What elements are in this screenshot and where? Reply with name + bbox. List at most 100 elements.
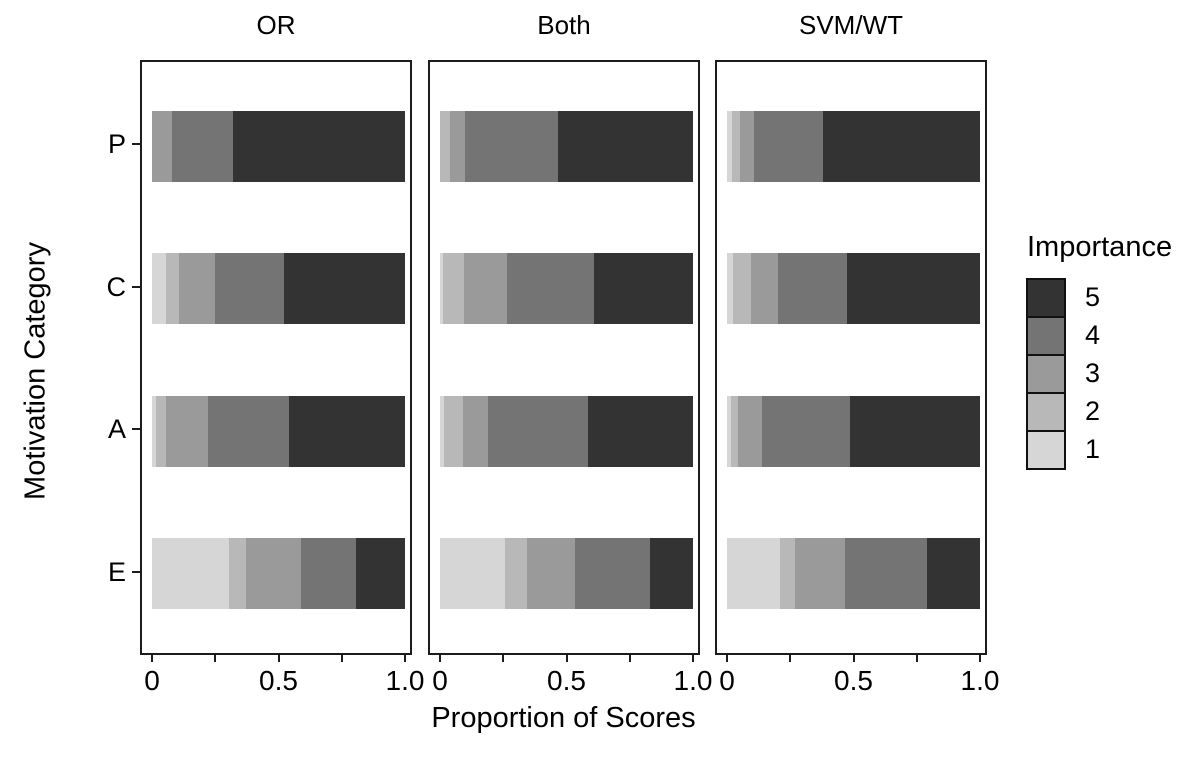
bar-row-p — [152, 75, 405, 218]
segment-importance-2 — [504, 538, 528, 610]
segment-importance-2 — [442, 253, 465, 325]
stacked-bar-a — [152, 395, 405, 467]
bar-row-a — [152, 360, 405, 503]
legend-keys — [1026, 278, 1066, 470]
stacked-bar-p — [152, 110, 405, 182]
x-axis-tick — [565, 653, 568, 662]
segment-importance-3 — [152, 110, 173, 182]
x-axis-tick — [214, 653, 217, 662]
x-axis-tick-label: 0.5 — [834, 665, 873, 696]
segment-importance-1 — [152, 538, 230, 610]
segment-importance-5 — [649, 538, 693, 610]
x-axis-tick-label: 1.0 — [385, 665, 425, 696]
bar-row-c — [152, 218, 405, 361]
y-axis-tick — [132, 143, 140, 146]
segment-importance-2 — [730, 395, 739, 467]
x-axis-tick — [726, 653, 728, 662]
segment-importance-1 — [152, 395, 156, 467]
segment-importance-2 — [155, 395, 166, 467]
x-axis-title: Proportion of Scores — [431, 702, 696, 734]
segment-importance-2 — [443, 395, 463, 467]
x-axis-tick — [628, 653, 631, 662]
legend-key-1 — [1026, 430, 1066, 470]
legend-label-3: 3 — [1085, 358, 1101, 388]
segment-importance-5 — [288, 395, 405, 467]
bar-row-e — [727, 503, 980, 646]
x-axis-tick — [404, 653, 406, 662]
y-axis-tick — [132, 285, 140, 288]
stacked-bar-e — [440, 538, 693, 610]
y-axis-ticks — [0, 0, 141, 766]
x-axis-tick-label: 0 — [144, 665, 160, 696]
legend-key-3 — [1026, 354, 1066, 394]
x-axis-tick-label: 1.0 — [673, 665, 713, 696]
segment-importance-2 — [780, 538, 796, 610]
segment-importance-4 — [488, 395, 588, 467]
x-axis-tick-track — [439, 653, 694, 662]
segment-importance-1 — [440, 253, 443, 325]
stacked-bar-a — [727, 395, 980, 467]
x-axis-tick — [915, 653, 918, 662]
segment-importance-3 — [462, 395, 489, 467]
x-axis-label-track: 0 0.5 1.0 — [144, 664, 424, 698]
segment-importance-4 — [777, 253, 848, 325]
segment-importance-5 — [594, 253, 693, 325]
x-axis-tick-label: 0 — [719, 665, 735, 696]
x-axis-tick — [979, 653, 981, 662]
legend-labels: 5 4 3 2 1 — [1085, 278, 1145, 478]
x-axis-tick — [789, 653, 792, 662]
bar-row-c — [727, 218, 980, 361]
x-axis-tick — [151, 653, 153, 662]
facet-panel-svmwt: 0 0.5 1.0 — [715, 60, 999, 696]
segment-importance-4 — [301, 538, 356, 610]
legend-key-2 — [1026, 392, 1066, 432]
segment-importance-3 — [795, 538, 845, 610]
segment-importance-4 — [844, 538, 927, 610]
segment-importance-5 — [587, 395, 693, 467]
segment-importance-1 — [152, 253, 166, 325]
stacked-bar-c — [440, 253, 693, 325]
x-axis-tick — [439, 653, 441, 662]
segment-importance-4 — [215, 253, 284, 325]
segment-importance-4 — [753, 110, 824, 182]
facet-title-or: OR — [256, 10, 296, 40]
segment-importance-1 — [727, 253, 734, 325]
y-axis-label-e: E — [107, 556, 126, 587]
segment-importance-4 — [507, 253, 595, 325]
segment-importance-3 — [751, 253, 778, 325]
stacked-bar-e — [727, 538, 980, 610]
segment-importance-2 — [440, 110, 451, 182]
stacked-bar-p — [440, 110, 693, 182]
segment-importance-2 — [229, 538, 246, 610]
legend-key-4 — [1026, 316, 1066, 356]
segment-importance-4 — [207, 395, 289, 467]
x-axis-tick — [692, 653, 694, 662]
segment-importance-3 — [738, 395, 763, 467]
x-axis-tick-label: 0.5 — [259, 665, 298, 696]
segment-importance-2 — [733, 253, 752, 325]
stacked-bar-e — [152, 538, 405, 610]
stacked-bar-p — [727, 110, 980, 182]
segment-importance-1 — [727, 538, 781, 610]
bar-rows — [152, 75, 405, 645]
x-axis-tick — [340, 653, 343, 662]
segment-importance-4 — [465, 110, 558, 182]
legend-title: Importance — [1027, 231, 1173, 263]
legend-label-2: 2 — [1085, 396, 1101, 426]
segment-importance-5 — [355, 538, 405, 610]
segment-importance-3 — [165, 395, 208, 467]
facet-title-both: Both — [537, 10, 591, 40]
segment-importance-5 — [557, 110, 693, 182]
legend-key-5 — [1026, 278, 1066, 318]
bar-row-c — [440, 218, 693, 361]
segment-importance-4 — [762, 395, 850, 467]
bar-rows — [440, 75, 693, 645]
stacked-bar-a — [440, 395, 693, 467]
x-axis-tick-track — [151, 653, 406, 662]
segment-importance-1 — [727, 110, 733, 182]
x-axis-tick-track — [726, 653, 981, 662]
segment-importance-3 — [527, 538, 576, 610]
bar-rows — [727, 75, 980, 645]
bar-row-e — [440, 503, 693, 646]
